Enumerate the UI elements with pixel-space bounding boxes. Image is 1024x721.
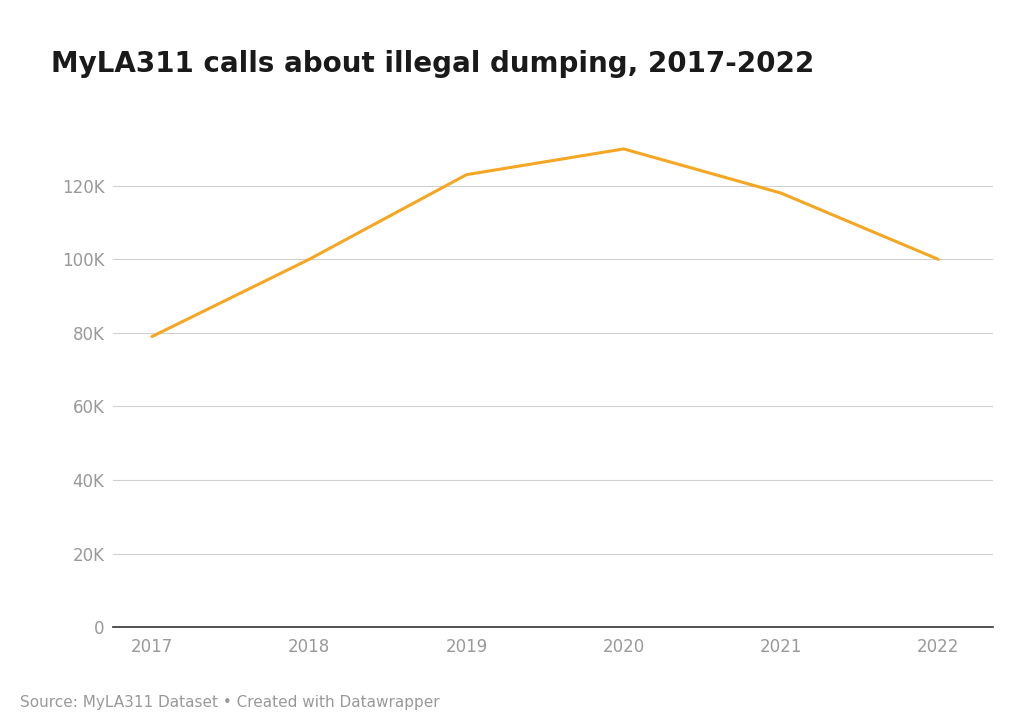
Text: MyLA311 calls about illegal dumping, 2017-2022: MyLA311 calls about illegal dumping, 201… [51,50,814,78]
Text: Source: MyLA311 Dataset • Created with Datawrapper: Source: MyLA311 Dataset • Created with D… [20,695,440,710]
